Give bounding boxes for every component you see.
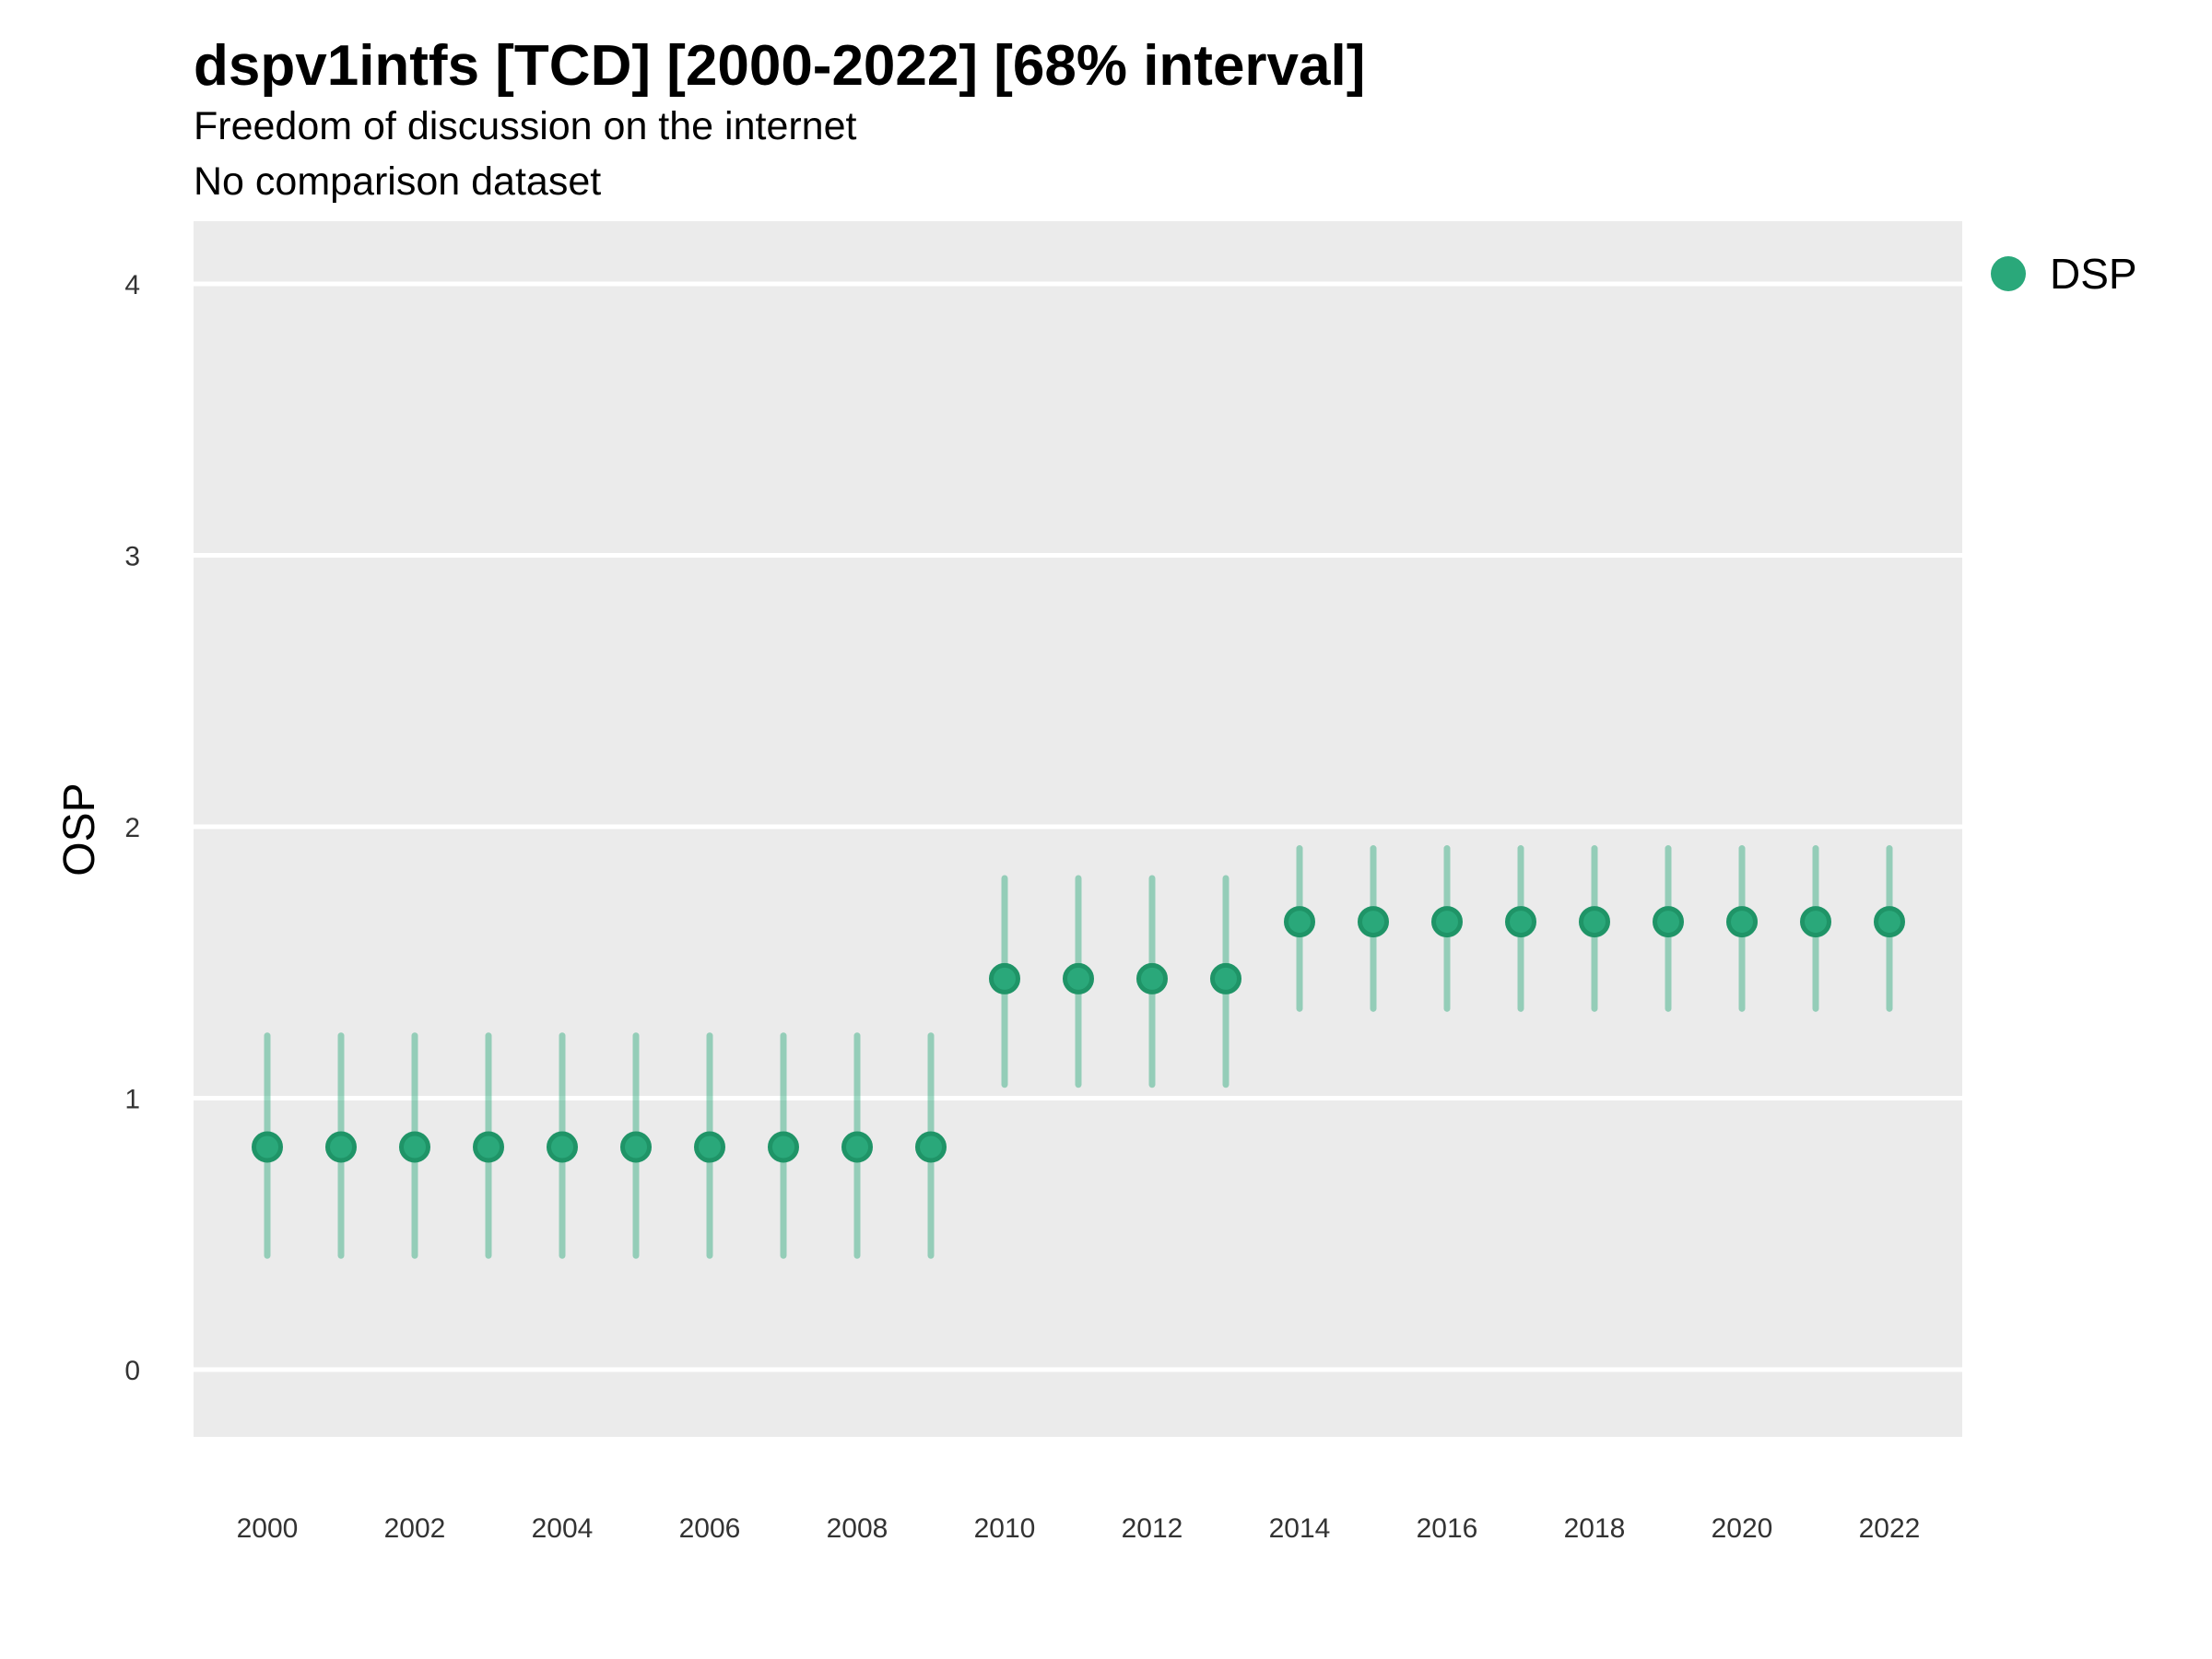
y-tick-label: 4 (124, 270, 140, 300)
y-tick-label: 3 (124, 542, 140, 572)
data-point (768, 1131, 799, 1163)
data-point (1210, 962, 1241, 994)
data-point (1284, 906, 1315, 938)
data-point (620, 1131, 652, 1163)
x-tick-label: 2020 (1712, 1513, 1773, 1544)
x-tick-label: 2014 (1269, 1513, 1331, 1544)
x-tick-label: 2004 (532, 1513, 594, 1544)
data-point (1358, 906, 1389, 938)
data-point (547, 1131, 578, 1163)
data-point (473, 1131, 504, 1163)
legend-point-icon (1991, 256, 2026, 291)
x-tick-label: 2002 (384, 1513, 446, 1544)
data-point (1726, 906, 1758, 938)
data-point (325, 1131, 357, 1163)
data-point (1800, 906, 1831, 938)
data-point (1431, 906, 1463, 938)
data-point (399, 1131, 430, 1163)
data-point (1653, 906, 1684, 938)
data-point (252, 1131, 283, 1163)
chart-title: dspv1intfs [TCD] [2000-2022] [68% interv… (194, 34, 1366, 98)
data-point (841, 1131, 873, 1163)
data-point (915, 1131, 947, 1163)
x-tick-label: 2012 (1122, 1513, 1183, 1544)
x-tick-label: 2006 (679, 1513, 741, 1544)
x-tick-label: 2000 (237, 1513, 299, 1544)
data-point (1874, 906, 1905, 938)
data-point (1505, 906, 1536, 938)
data-point (1579, 906, 1610, 938)
y-tick-label: 1 (124, 1085, 140, 1115)
legend: DSP (1991, 249, 2137, 299)
y-axis-title: OSP (55, 782, 104, 876)
y-tick-label: 0 (124, 1356, 140, 1386)
legend-label: DSP (2050, 250, 2137, 298)
x-tick-label: 2018 (1564, 1513, 1626, 1544)
x-tick-label: 2016 (1417, 1513, 1478, 1544)
data-point (989, 962, 1020, 994)
chart-subtitle-line1: Freedom of discussion on the internet (194, 104, 857, 148)
x-tick-label: 2022 (1859, 1513, 1921, 1544)
y-tick-label: 2 (124, 813, 140, 843)
x-tick-label: 2008 (827, 1513, 888, 1544)
chart-subtitle-line2: No comparison dataset (194, 159, 602, 204)
x-tick-label: 2010 (974, 1513, 1036, 1544)
data-point (1136, 962, 1168, 994)
data-point (694, 1131, 725, 1163)
data-point (1063, 962, 1094, 994)
